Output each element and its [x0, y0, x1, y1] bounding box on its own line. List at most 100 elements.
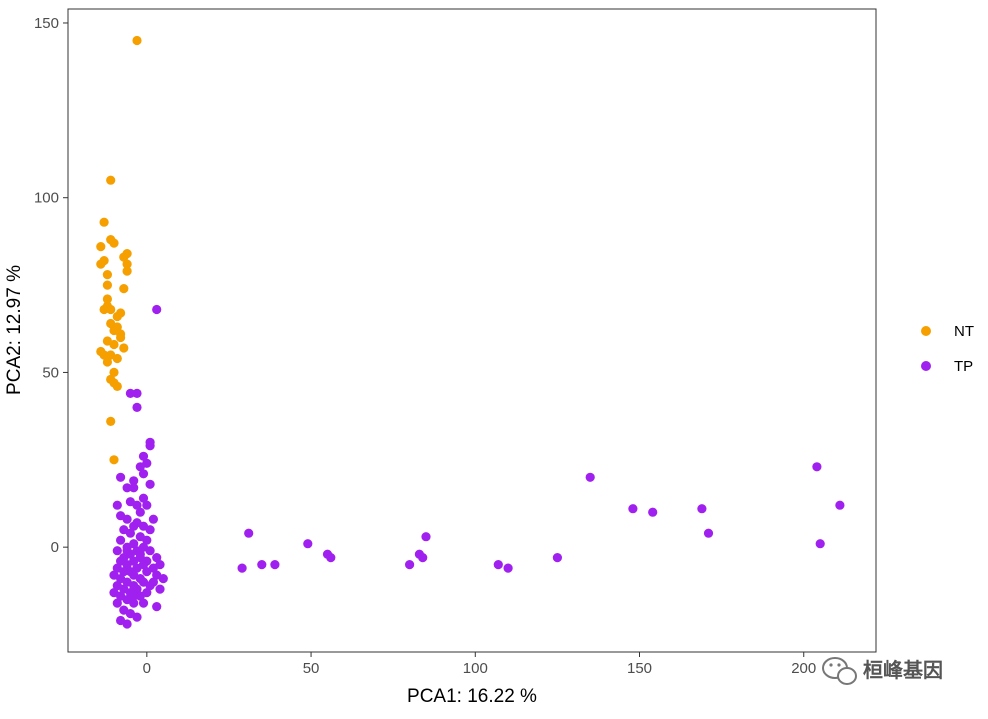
data-point-tp	[138, 493, 149, 503]
data-point-tp	[148, 514, 158, 524]
data-point-tp	[703, 528, 714, 538]
data-point-tp	[158, 574, 168, 584]
data-point-tp	[493, 560, 503, 570]
wechat-icon	[822, 657, 857, 685]
data-point-tp	[552, 553, 563, 563]
data-point-tp	[138, 469, 149, 479]
data-point-tp	[237, 563, 247, 573]
x-tick-label: 150	[627, 660, 652, 677]
y-axis-title: PCA2: 12.97 %	[4, 265, 25, 395]
data-point-tp	[152, 304, 162, 315]
data-point-tp	[125, 528, 135, 538]
data-point-tp	[132, 612, 142, 622]
x-axis: 0 50 100 150 200	[143, 652, 816, 677]
data-point-nt	[109, 339, 119, 350]
data-point-nt	[96, 346, 106, 357]
data-point-tp	[697, 504, 707, 514]
data-point-nt	[99, 304, 109, 315]
plot-panel	[67, 8, 877, 653]
data-point-tp	[135, 462, 145, 472]
data-point-tp	[152, 602, 162, 612]
data-point-tp	[138, 451, 149, 461]
data-point-tp	[244, 528, 254, 538]
x-tick-label: 0	[143, 660, 151, 677]
data-point-tp	[112, 598, 122, 608]
data-point-tp	[132, 388, 142, 398]
data-point-nt	[106, 175, 116, 185]
data-point-tp	[119, 567, 129, 577]
data-point-nt	[109, 455, 119, 465]
data-point-tp	[112, 500, 122, 510]
data-point-tp	[122, 483, 132, 493]
legend-label-tp: TP	[954, 358, 973, 375]
data-point-tp	[145, 479, 155, 489]
data-point-nt	[102, 357, 112, 367]
data-point-tp	[122, 514, 132, 524]
y-tick-label: 100	[34, 190, 59, 207]
data-point-nt	[106, 416, 116, 426]
data-point-tp	[132, 500, 142, 510]
data-point-nt	[109, 367, 119, 377]
data-point-tp	[132, 402, 142, 412]
data-point-tp	[648, 507, 658, 517]
data-point-nt	[106, 304, 116, 315]
data-point-tp	[129, 598, 139, 608]
data-point-tp	[138, 598, 149, 608]
data-point-tp	[405, 560, 415, 570]
data-point-tp	[135, 549, 145, 559]
data-point-tp	[812, 462, 822, 472]
data-point-nt	[112, 353, 122, 364]
data-point-nt	[99, 217, 109, 227]
data-point-nt	[102, 280, 112, 290]
data-point-tp	[155, 584, 165, 594]
data-point-nt	[96, 242, 106, 252]
data-point-tp	[122, 560, 132, 570]
data-point-tp	[148, 577, 158, 587]
data-point-tp	[142, 535, 152, 545]
data-point-nt	[132, 35, 142, 46]
legend: NT TP	[921, 323, 974, 375]
y-tick-label: 50	[42, 364, 59, 381]
data-point-tp	[152, 553, 162, 563]
data-point-tp	[303, 539, 313, 549]
data-point-tp	[270, 560, 280, 570]
data-point-nt	[112, 381, 122, 391]
watermark-text: 桓峰基因	[863, 658, 943, 682]
data-point-tp	[129, 521, 139, 531]
data-point-nt	[122, 266, 132, 276]
data-point-tp	[122, 619, 132, 629]
data-point-tp	[421, 532, 431, 542]
data-point-tp	[129, 476, 139, 486]
data-point-tp	[585, 472, 595, 482]
data-point-tp	[418, 553, 428, 563]
x-tick-label: 200	[791, 660, 816, 677]
data-point-nt	[116, 332, 126, 343]
y-axis: 0 50 100 150	[34, 15, 68, 556]
data-point-nt	[122, 259, 132, 269]
data-point-tp	[135, 591, 145, 601]
data-point-tp	[145, 441, 155, 451]
data-point-nt	[119, 343, 129, 353]
data-point-nt	[119, 252, 129, 262]
data-point-tp	[142, 567, 152, 577]
data-point-tp	[835, 500, 845, 510]
data-point-nt	[96, 259, 106, 269]
data-point-nt	[102, 270, 112, 280]
data-point-tp	[257, 560, 267, 570]
x-tick-label: 50	[303, 660, 320, 677]
data-point-tp	[116, 535, 126, 545]
data-point-nt	[102, 294, 112, 304]
data-point-tp	[142, 500, 152, 510]
legend-label-nt: NT	[954, 323, 974, 340]
legend-key-nt	[921, 326, 931, 336]
data-point-nt	[112, 311, 122, 322]
points-layer	[96, 35, 845, 629]
watermark: 桓峰基因	[822, 657, 943, 685]
data-point-tp	[815, 539, 825, 549]
data-point-tp	[129, 483, 139, 493]
data-point-tp	[116, 472, 126, 482]
data-point-nt	[119, 284, 129, 294]
x-axis-title: PCA1: 16.22 %	[407, 686, 537, 707]
